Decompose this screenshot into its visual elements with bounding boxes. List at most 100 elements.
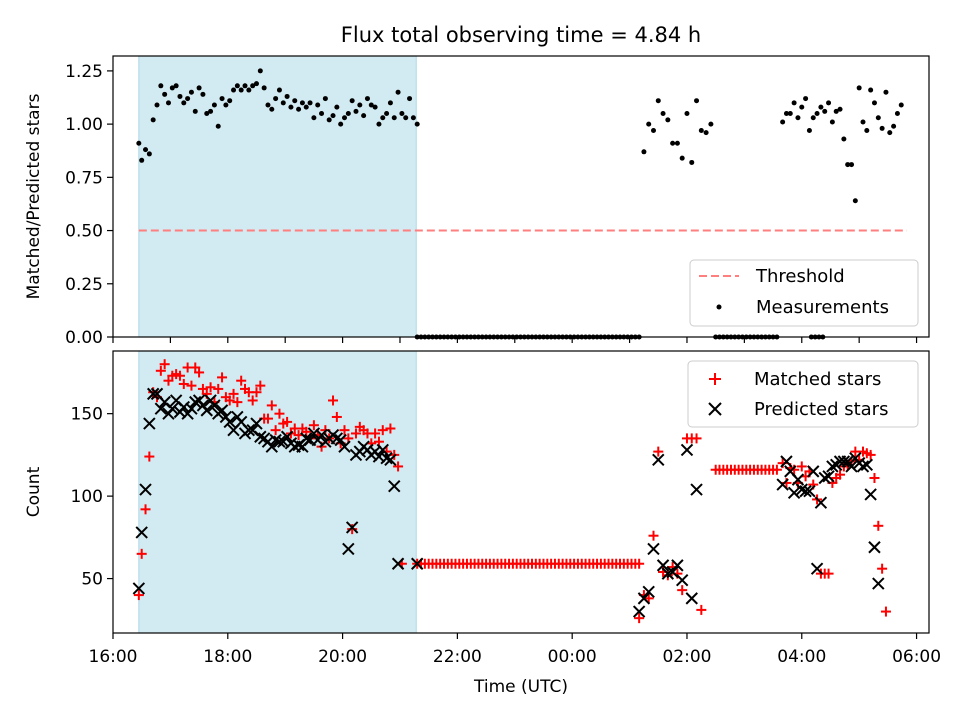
predicted-point [787, 486, 801, 500]
count-x-tick-label: 18:00 [203, 647, 252, 667]
predicted-point [223, 415, 236, 429]
measurement-point [403, 115, 409, 121]
matched-point [308, 420, 319, 431]
predicted-point [208, 399, 221, 412]
predicted-legend-marker [708, 402, 722, 416]
x-axis-label: Time (UTC) [473, 677, 568, 697]
measurement-point [311, 115, 317, 121]
measurement-point [650, 128, 656, 134]
measurement-point [280, 100, 286, 106]
predicted-point [860, 458, 874, 471]
measurement-point [399, 110, 405, 116]
observing-window-shade [138, 350, 417, 634]
matched-point [247, 395, 258, 406]
measurement-point [684, 110, 690, 116]
measurement-point [253, 81, 259, 87]
matched-point [262, 413, 273, 424]
predicted-point [632, 605, 646, 618]
measurement-point [173, 83, 179, 89]
predicted-point [776, 478, 789, 491]
count-marks [132, 359, 891, 624]
measurement-point [674, 140, 680, 146]
measurement-point [303, 104, 309, 110]
predicted-point [384, 453, 397, 467]
measurement-point [185, 96, 191, 102]
ratio-y-tick-label: 0.00 [65, 328, 103, 348]
predicted-point [146, 387, 160, 401]
matched-point [224, 395, 235, 406]
ratio-axes: 0.00 0.25 0.50 0.75 1.00 1.25 [65, 62, 918, 348]
matched-point [136, 548, 147, 559]
measurement-point [814, 110, 820, 116]
measurement-point [875, 115, 881, 121]
count-panel: 50 100 150 16:00 18:00 20:00 22:00 00:00 02:00 04… [24, 350, 941, 697]
measurement-point [345, 110, 351, 116]
predicted-legend-label: Predicted stars [754, 399, 888, 420]
matched-point [648, 530, 659, 541]
predicted-point [826, 460, 839, 473]
predicted-point [690, 483, 703, 496]
ratio-y-tick-label: 1.25 [65, 62, 103, 82]
matched-point [328, 395, 339, 406]
predicted-point [656, 559, 670, 572]
matched-point [155, 365, 166, 376]
measurement-point [154, 102, 160, 108]
measurement-point [410, 115, 416, 121]
matched-point [350, 428, 361, 439]
measurement-point [787, 110, 793, 116]
measurement-point [299, 100, 305, 106]
measurement-point [387, 100, 393, 106]
measurement-point [791, 100, 797, 106]
measurement-point [307, 100, 313, 106]
ratio-y-tick-label: 1.00 [65, 115, 103, 135]
matched-point [255, 380, 266, 391]
measurement-point [376, 121, 382, 127]
matched-point [691, 433, 702, 444]
predicted-point [391, 557, 405, 570]
matched-point [159, 359, 170, 370]
matched-point [677, 585, 688, 596]
measurement-point [849, 162, 855, 168]
matched-point [696, 604, 707, 615]
measurement-point [296, 106, 302, 112]
measurement-point [223, 102, 229, 108]
predicted-point [818, 471, 831, 485]
matched-point [823, 568, 834, 579]
predicted-point [345, 521, 359, 534]
predicted-point [334, 433, 347, 447]
predicted-point [139, 483, 152, 496]
measurement-point [852, 198, 858, 204]
predicted-point [647, 542, 660, 556]
measurement-point [803, 96, 809, 102]
measurement-point [795, 115, 801, 121]
predicted-point [143, 417, 156, 430]
measurement-point [330, 113, 336, 119]
measurements-legend-swatch [716, 304, 722, 310]
predicted-point [215, 404, 229, 417]
measurement-point [829, 119, 835, 125]
count-y-tick-label: 50 [81, 570, 103, 590]
predicted-point [380, 451, 393, 465]
ratio-y-tick-label: 0.50 [65, 222, 103, 242]
measurement-point [246, 87, 252, 93]
measurement-point [391, 115, 397, 121]
predicted-point [637, 592, 651, 605]
measurement-point [799, 104, 805, 110]
predicted-point [675, 574, 689, 587]
measurement-point [150, 117, 156, 123]
predicted-point [338, 440, 351, 453]
measurement-point [200, 91, 206, 97]
predicted-point [814, 496, 828, 509]
matched-point [174, 370, 185, 381]
measurement-point [257, 68, 263, 74]
matched-point [865, 449, 876, 460]
measurement-point [136, 140, 142, 146]
predicted-point [780, 455, 793, 468]
measurement-point [660, 110, 666, 116]
matched-legend-label: Matched stars [754, 369, 881, 390]
matched-legend-swatch [709, 373, 721, 385]
predicted-point [652, 453, 665, 467]
measurement-point [292, 98, 298, 104]
measurement-point [703, 130, 709, 136]
matched-point [643, 593, 654, 604]
